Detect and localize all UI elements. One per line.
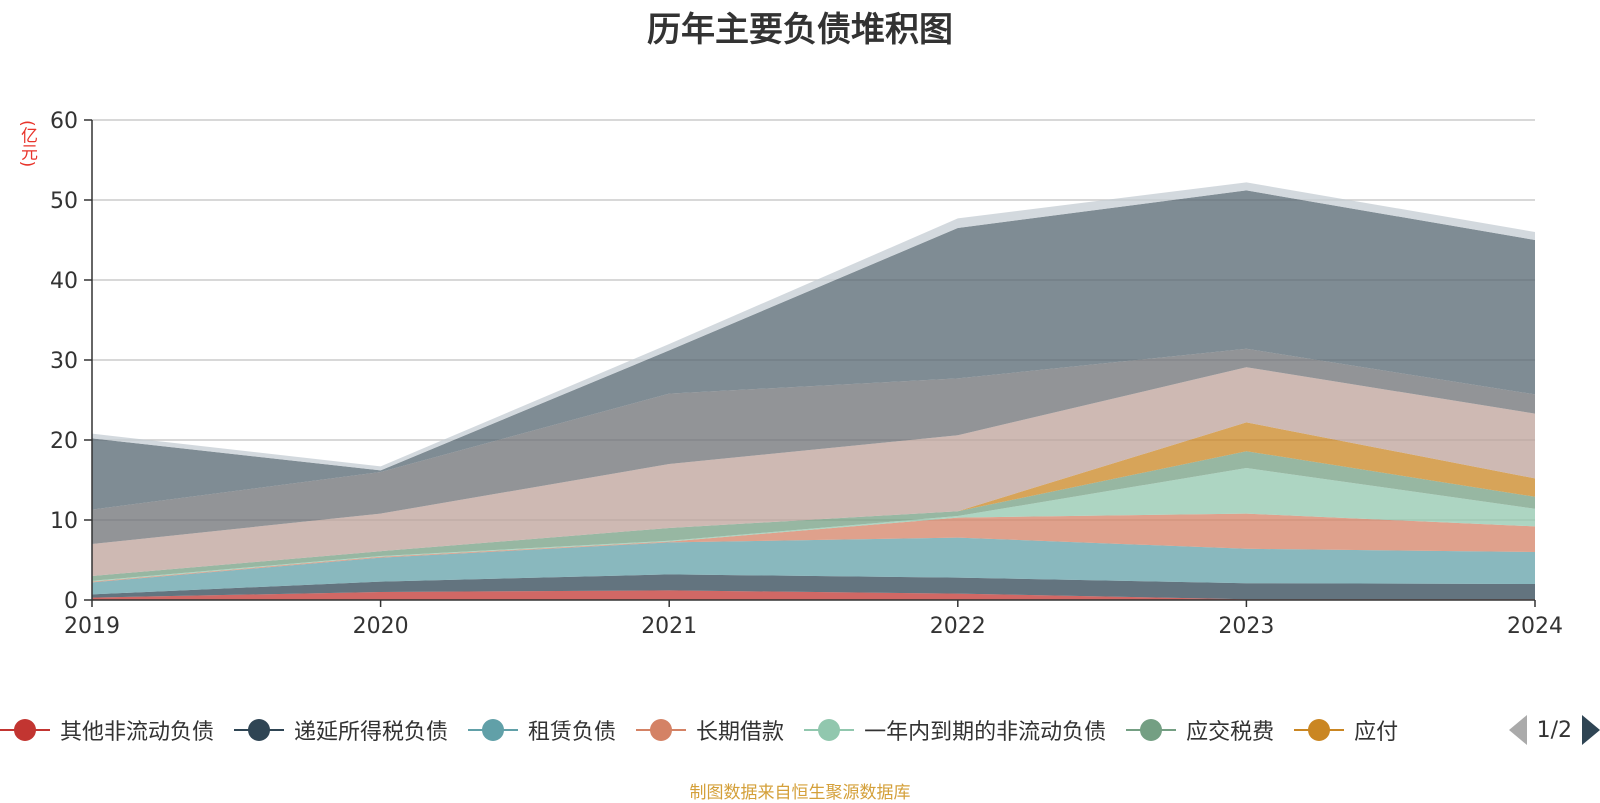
x-tick-label: 2019 bbox=[64, 614, 120, 639]
series-area-2 bbox=[92, 537, 1535, 595]
series-area-0 bbox=[92, 590, 1535, 600]
series-area-4 bbox=[92, 468, 1535, 582]
y-tick-label: 40 bbox=[50, 269, 78, 294]
legend-marker-icon bbox=[1294, 718, 1345, 742]
legend-marker-icon bbox=[234, 718, 285, 742]
legend-label: 递延所得税负债 bbox=[294, 720, 449, 745]
legend-label: 租赁负债 bbox=[528, 720, 617, 745]
legend-marker-icon bbox=[0, 718, 50, 742]
series-area-3 bbox=[92, 513, 1535, 583]
area-layer bbox=[92, 182, 1535, 600]
x-tick-label: 2022 bbox=[930, 614, 986, 639]
series-area-10 bbox=[92, 182, 1535, 471]
y-tick-label: 60 bbox=[50, 109, 78, 134]
y-tick-label: 30 bbox=[50, 349, 78, 374]
series-area-9 bbox=[92, 190, 1535, 510]
legend-item[interactable]: 其他非流动负债 bbox=[0, 714, 214, 746]
legend-label: 应付 bbox=[1354, 720, 1399, 745]
axis-layer: 0 10 20 30 40 50 60 2019 2020 2021 2022 2023 2024 bbox=[50, 109, 1563, 639]
legend-item[interactable]: 递延所得税负债 bbox=[234, 714, 448, 746]
y-tick-label: 50 bbox=[50, 189, 78, 214]
legend-item[interactable]: 长期借款 bbox=[636, 714, 784, 746]
series-area-6 bbox=[92, 422, 1535, 576]
legend-item[interactable]: 应交税费 bbox=[1126, 714, 1274, 746]
series-area-5 bbox=[92, 451, 1535, 581]
source-note: 制图数据来自恒生聚源数据库 bbox=[689, 783, 911, 803]
legend-pager: 1/2 bbox=[1508, 712, 1600, 748]
legend-marker-icon bbox=[468, 718, 519, 742]
legend-next-page-icon[interactable] bbox=[1582, 715, 1600, 745]
x-tick-label: 2024 bbox=[1507, 614, 1563, 639]
legend-label: 其他非流动负债 bbox=[60, 720, 215, 745]
legend-prev-page-icon[interactable] bbox=[1508, 715, 1527, 745]
x-tick-label: 2023 bbox=[1218, 614, 1274, 639]
legend-label: 一年内到期的非流动负债 bbox=[864, 720, 1107, 745]
series-area-8 bbox=[92, 348, 1535, 544]
legend-marker-icon bbox=[636, 718, 687, 742]
legend-label: 应交税费 bbox=[1186, 720, 1275, 745]
x-tick-label: 2020 bbox=[353, 614, 409, 639]
x-tick-label: 2021 bbox=[641, 614, 697, 639]
series-area-7 bbox=[92, 367, 1535, 576]
legend: 其他非流动负债 递延所得税负债 租赁负债 长期借款 一年内到期的非流动负债 应交税费 应付 bbox=[0, 712, 1600, 748]
legend-item[interactable]: 租赁负债 bbox=[468, 714, 616, 746]
legend-item[interactable]: 应付 bbox=[1294, 714, 1398, 746]
legend-label: 长期借款 bbox=[696, 720, 785, 745]
y-tick-label: 0 bbox=[64, 589, 78, 614]
legend-marker-icon bbox=[1126, 718, 1177, 742]
y-axis-unit-label: (亿元) bbox=[17, 120, 37, 168]
chart-canvas: 0 10 20 30 40 50 60 2019 2020 2021 2022 2023 2024 bbox=[50, 109, 1563, 639]
chart-title: 历年主要负债堆积图 bbox=[647, 10, 953, 50]
y-tick-label: 20 bbox=[50, 429, 78, 454]
series-area-1 bbox=[92, 574, 1535, 600]
legend-page-indicator: 1/2 bbox=[1536, 717, 1572, 743]
legend-marker-icon bbox=[804, 718, 855, 742]
y-tick-label: 10 bbox=[50, 509, 78, 534]
legend-item[interactable]: 一年内到期的非流动负债 bbox=[804, 714, 1106, 746]
